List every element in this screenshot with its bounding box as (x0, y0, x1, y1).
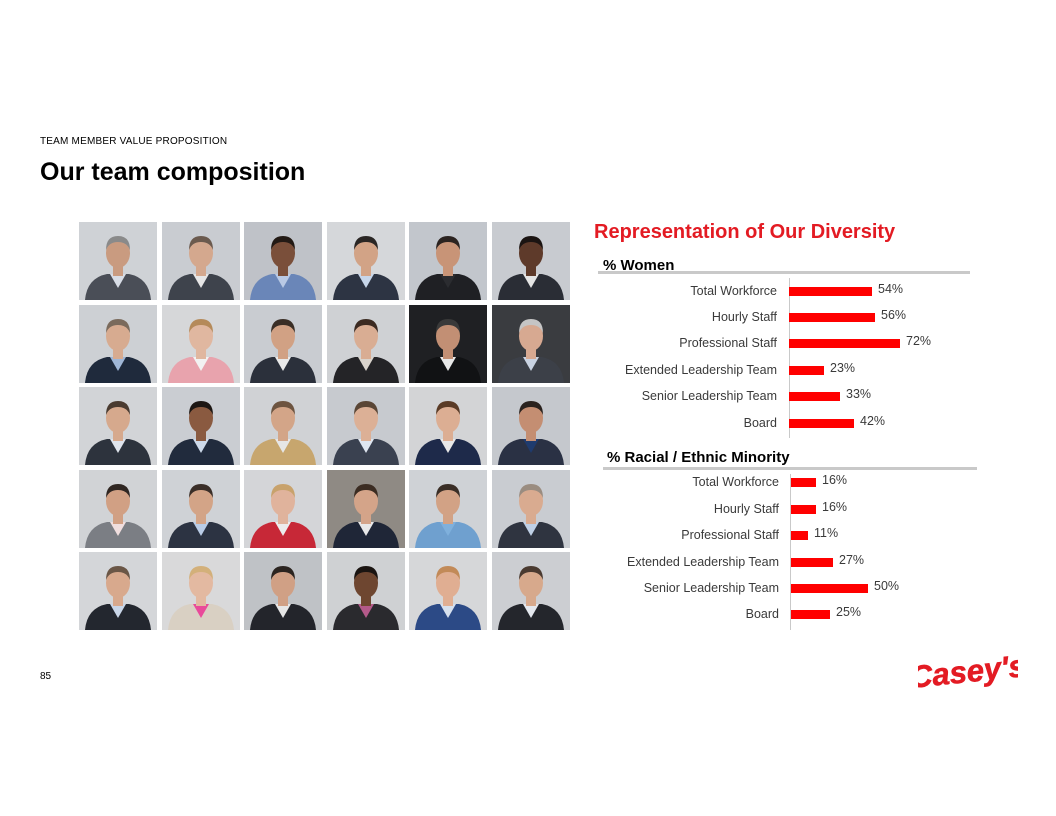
value-label: 25% (836, 605, 862, 619)
category-label: Total Workforce (690, 284, 777, 298)
bar (791, 505, 816, 514)
bar (789, 287, 872, 296)
team-photo-grid (79, 222, 571, 631)
caseys-logo: Casey's (918, 648, 1018, 695)
value-label: 42% (860, 414, 886, 428)
team-member-photo (161, 222, 240, 300)
logo-text: Casey's (918, 648, 1018, 695)
team-member-photo (326, 552, 405, 630)
team-member-photo (326, 387, 405, 465)
value-label: 54% (878, 282, 904, 296)
category-label: Professional Staff (681, 528, 779, 542)
page-number: 85 (40, 671, 52, 682)
bar (789, 339, 900, 348)
value-label: 72% (906, 334, 932, 348)
team-member-photo (79, 304, 157, 383)
category-axis (789, 278, 790, 438)
team-member-photo (326, 222, 405, 300)
team-member-photo (244, 387, 322, 465)
category-label: Senior Leadership Team (641, 389, 777, 403)
value-label: 50% (874, 579, 900, 593)
category-label: Extended Leadership Team (625, 363, 777, 377)
team-member-photo (79, 387, 157, 465)
value-label: 33% (846, 387, 872, 401)
bar (791, 478, 816, 487)
team-member-photo (244, 304, 322, 383)
team-member-photo (161, 387, 240, 465)
category-label: Senior Leadership Team (643, 581, 779, 595)
team-member-photo (491, 304, 570, 383)
category-axis (790, 474, 791, 630)
bar (789, 392, 840, 401)
category-label: Hourly Staff (711, 310, 777, 324)
team-member-photo (409, 469, 487, 548)
team-member-photo (491, 469, 570, 548)
team-member-photo (409, 552, 487, 630)
value-label: 11% (814, 526, 839, 540)
team-member-photo (244, 552, 322, 630)
team-member-photo (409, 387, 487, 465)
eyebrow: TEAM MEMBER VALUE PROPOSITION (40, 136, 228, 147)
team-member-photo (244, 469, 322, 548)
bar (791, 610, 830, 619)
value-label: 16% (822, 473, 848, 487)
team-member-photo (326, 304, 405, 383)
bar (791, 531, 808, 540)
category-label: Total Workforce (692, 475, 779, 489)
value-label: 23% (830, 361, 856, 375)
page-title: Our team composition (40, 158, 306, 186)
team-member-photo (244, 222, 322, 300)
team-member-photo (79, 552, 157, 630)
bar (789, 419, 854, 428)
value-label: 27% (839, 553, 865, 567)
chart-title: Representation of Our Diversity (594, 221, 896, 243)
team-member-photo (161, 469, 240, 548)
series-divider (603, 467, 977, 470)
team-member-photo (161, 304, 240, 383)
value-label: 16% (822, 500, 848, 514)
bar (791, 584, 868, 593)
category-label: Extended Leadership Team (627, 555, 779, 569)
series-label: % Racial / Ethnic Minority (607, 449, 790, 466)
bar (791, 558, 833, 567)
category-label: Professional Staff (679, 336, 777, 350)
team-member-photo (409, 222, 487, 300)
bar (789, 366, 824, 375)
team-member-photo (491, 552, 570, 630)
team-member-photo (491, 387, 570, 465)
value-label: 56% (881, 308, 907, 322)
series-label: % Women (603, 257, 675, 274)
series-divider (598, 271, 970, 274)
team-member-photo (409, 304, 487, 383)
bar (789, 313, 875, 322)
category-label: Hourly Staff (713, 502, 779, 516)
team-member-photo (326, 469, 405, 548)
team-member-photo (79, 469, 157, 548)
team-member-photo (79, 222, 157, 300)
category-label: Board (745, 607, 779, 621)
category-label: Board (743, 416, 777, 430)
team-member-photo (491, 222, 570, 300)
team-member-photo (161, 552, 240, 630)
